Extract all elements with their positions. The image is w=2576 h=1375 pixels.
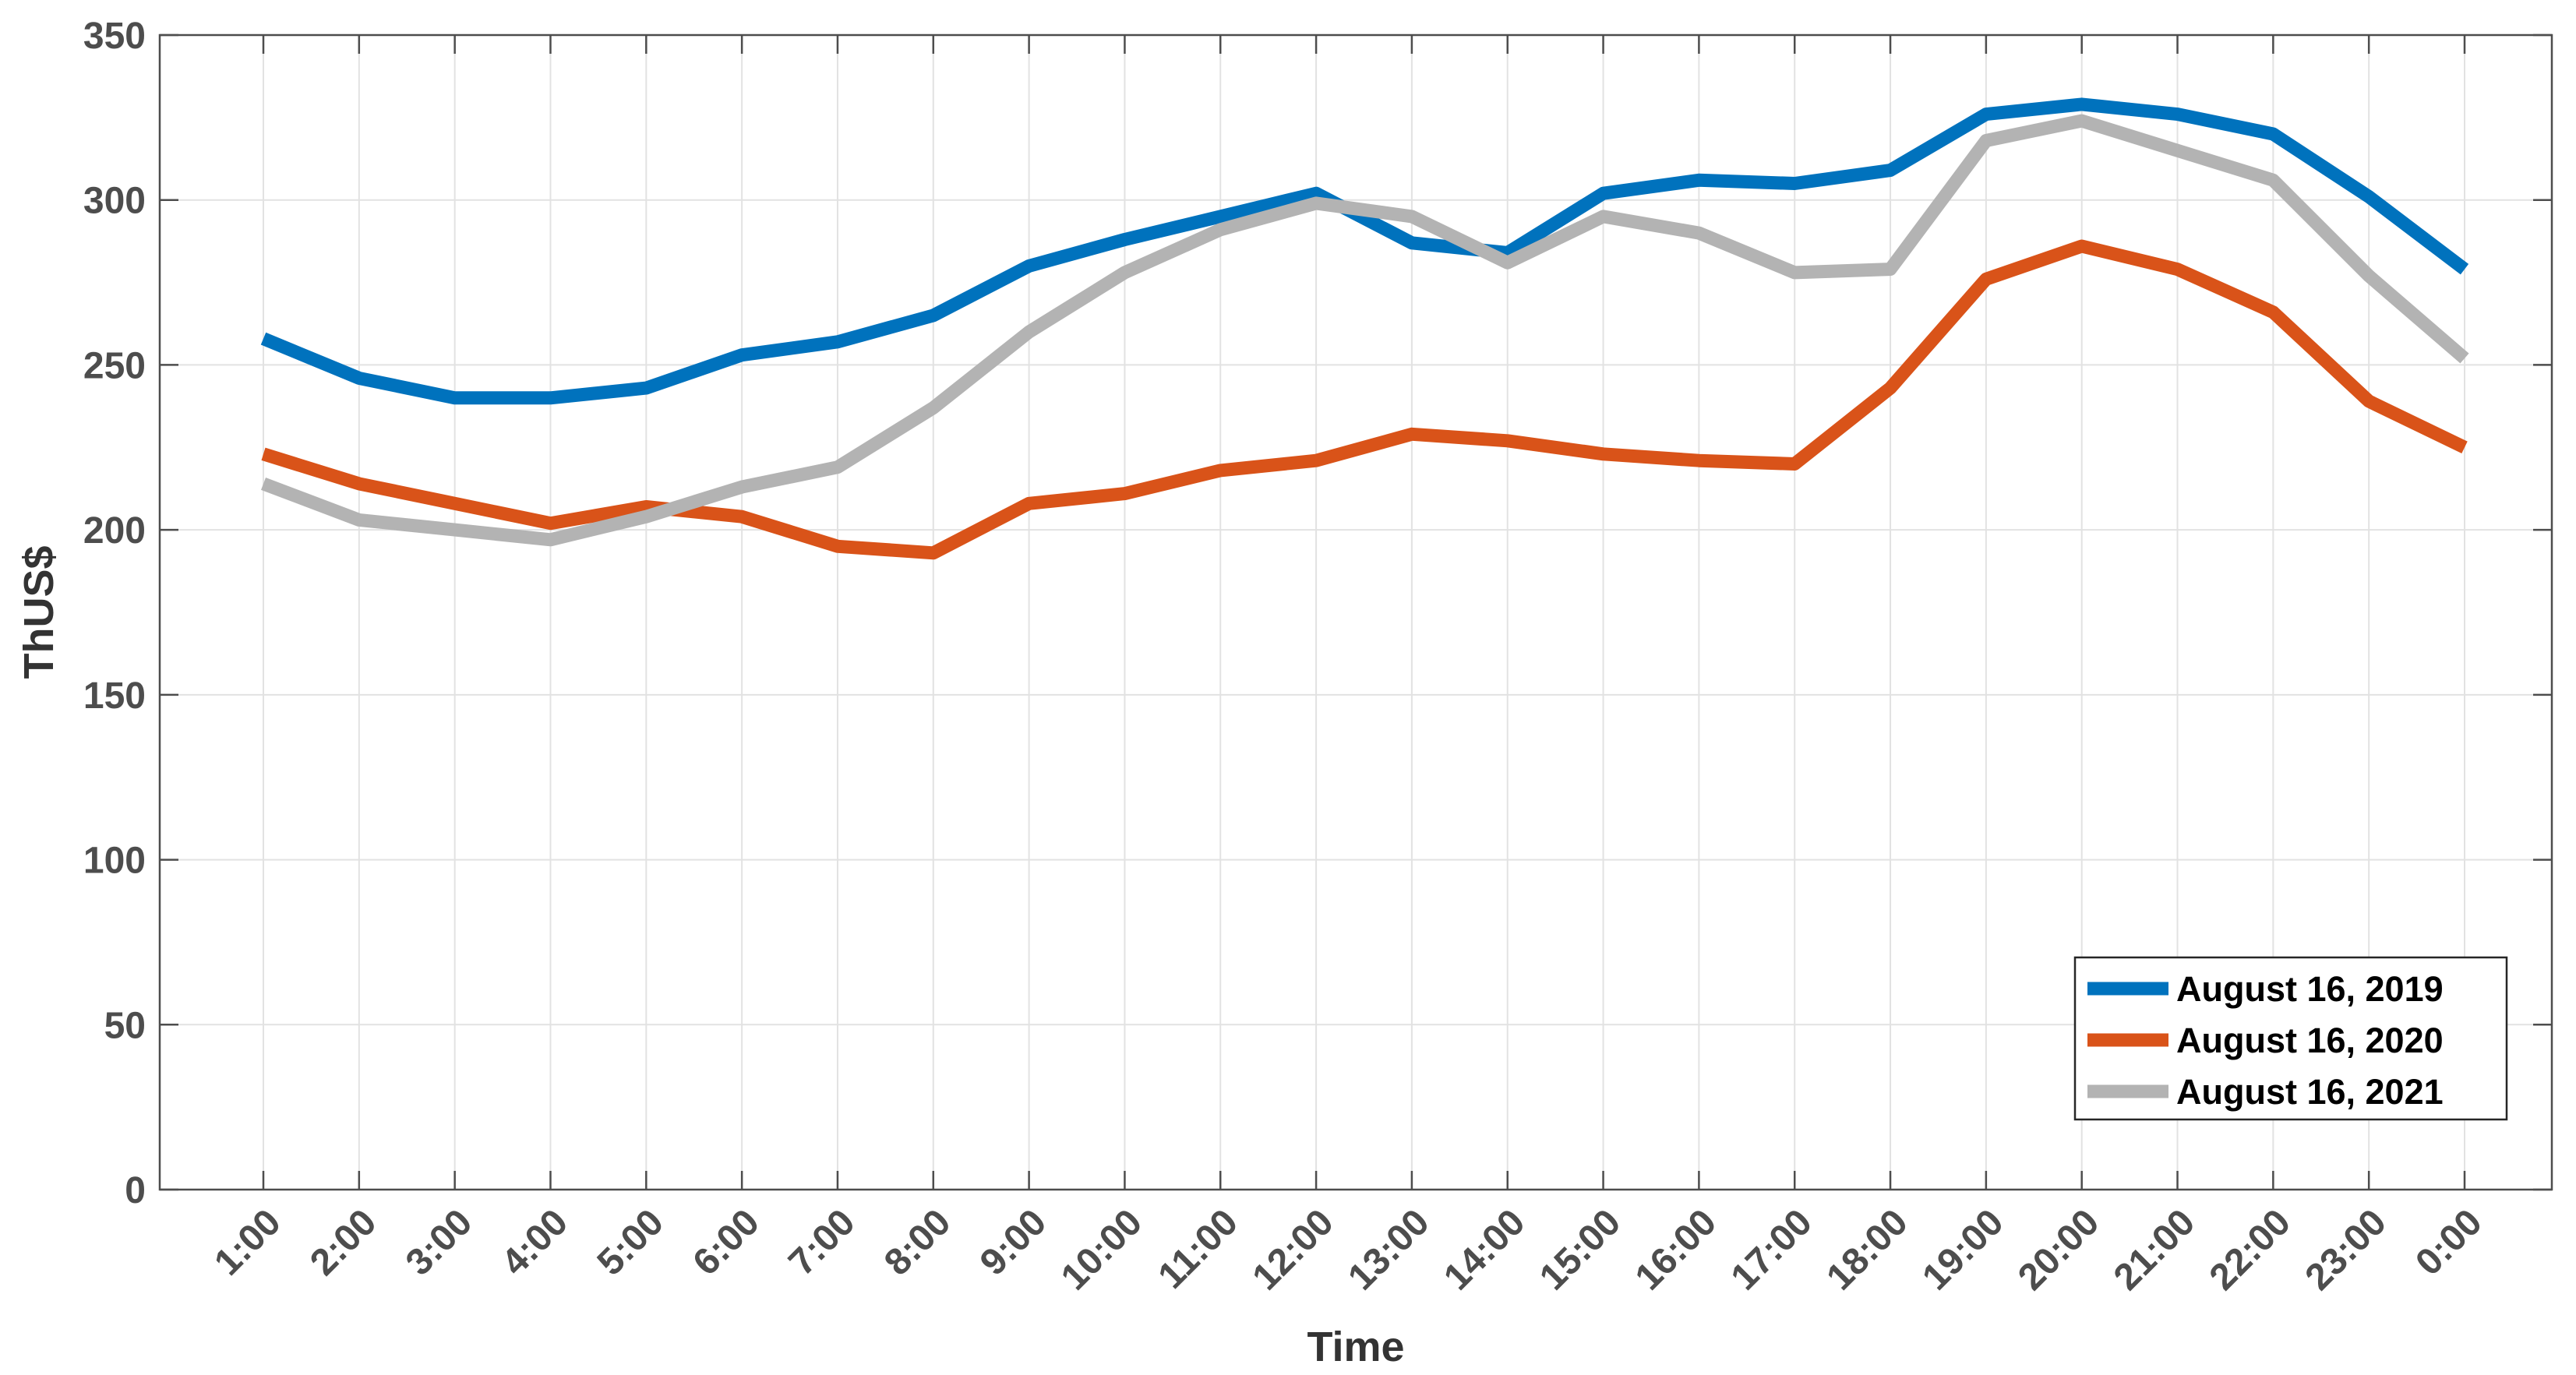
plot-area-frame: [158, 33, 2553, 1191]
x-tick-label: 18:00: [1819, 1201, 1915, 1298]
x-tick-label: 14:00: [1436, 1201, 1533, 1298]
legend-label-3: August 16, 2021: [2176, 1072, 2444, 1112]
y-axis-ticks: 0 50 100 150 200 250 300 350: [83, 16, 2552, 1211]
x-tick-label: 12:00: [1245, 1201, 1342, 1298]
x-tick-label: 10:00: [1053, 1201, 1150, 1298]
y-tick-label: 350: [83, 16, 146, 57]
x-tick-label: 9:00: [972, 1201, 1054, 1283]
y-axis-title: ThUS$: [16, 545, 62, 679]
x-tick-label: 23:00: [2298, 1201, 2394, 1298]
y-tick-label: 0: [125, 1170, 146, 1211]
series-line-3: [260, 114, 2469, 547]
x-tick-label: 13:00: [1340, 1201, 1437, 1298]
x-tick-label: 16:00: [1628, 1201, 1724, 1298]
x-tick-label: 4:00: [494, 1201, 576, 1283]
series-lines: [260, 97, 2469, 560]
y-tick-label: 150: [83, 675, 146, 717]
x-tick-label: 3:00: [398, 1201, 480, 1283]
y-tick-label: 200: [83, 510, 146, 552]
series-line-2: [261, 239, 2468, 560]
x-tick-label: 15:00: [1532, 1201, 1629, 1298]
x-tick-label: 1:00: [206, 1201, 288, 1283]
x-tick-label: 5:00: [590, 1201, 672, 1283]
x-tick-label: 8:00: [877, 1201, 958, 1283]
x-tick-label: 22:00: [2202, 1201, 2299, 1298]
x-tick-label: 17:00: [1724, 1201, 1820, 1298]
y-tick-label: 50: [104, 1005, 146, 1046]
x-tick-label: 7:00: [781, 1201, 863, 1283]
x-tick-label: 2:00: [302, 1201, 384, 1283]
legend-label-2: August 16, 2020: [2176, 1021, 2444, 1060]
x-tick-label: 0:00: [2408, 1201, 2490, 1283]
legend: August 16, 2019 August 16, 2020 August 16,…: [2073, 956, 2508, 1121]
x-tick-label: 19:00: [1914, 1201, 2011, 1298]
legend-label-1: August 16, 2019: [2176, 969, 2444, 1009]
x-tick-label: 11:00: [1151, 1201, 1246, 1296]
x-tick-label: 6:00: [685, 1201, 767, 1283]
x-tick-label: 20:00: [2010, 1201, 2107, 1298]
y-tick-label: 100: [83, 841, 146, 882]
y-tick-label: 300: [83, 181, 146, 222]
x-axis-title: Time: [1307, 1324, 1404, 1370]
series-line-1: [260, 97, 2469, 405]
x-tick-label: 21:00: [2106, 1201, 2203, 1298]
y-tick-label: 250: [83, 345, 146, 386]
